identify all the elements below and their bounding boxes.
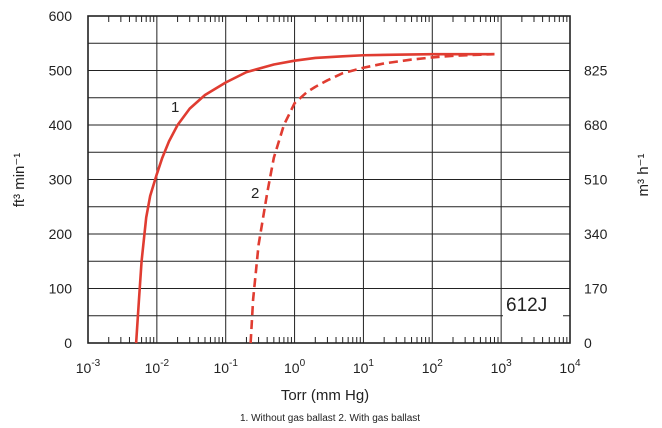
y-tick-label-left: 400 <box>49 117 73 133</box>
x-tick-label: 101 <box>353 358 375 376</box>
y-tick-label-right: 340 <box>584 226 608 242</box>
model-label-box <box>503 289 563 319</box>
curve-label-2: 2 <box>251 185 259 202</box>
x-tick-label: 103 <box>491 358 513 376</box>
y-tick-label-left: 200 <box>49 226 73 242</box>
x-tick-label: 10-1 <box>213 358 238 376</box>
x-axis-title: Torr (mm Hg) <box>281 387 369 404</box>
curve-label-1: 1 <box>171 99 179 116</box>
y-tick-label-right: 825 <box>584 63 608 79</box>
y-tick-label-right: 170 <box>584 281 608 297</box>
grid <box>88 16 570 343</box>
series-line-1 <box>134 52 495 344</box>
y-tick-label-left: 100 <box>49 281 73 297</box>
x-tick-label: 102 <box>422 358 444 376</box>
y-tick-label-right: 680 <box>584 117 608 133</box>
model-label: 612J <box>506 295 547 316</box>
legend-caption: 1. Without gas ballast 2. With gas balla… <box>240 413 420 424</box>
tick-labels: 0 100 200 300 400 500 600 0 170 340 510 680 825 10-3 1… <box>49 8 608 376</box>
y-tick-label-right: 510 <box>584 172 608 188</box>
y-tick-label-left: 0 <box>64 335 72 351</box>
y-axis-right-title: m³ h⁻¹ <box>635 154 652 197</box>
y-tick-label-left: 300 <box>49 172 73 188</box>
minor-ticks <box>108 16 568 343</box>
series-line-2 <box>249 52 495 344</box>
y-axis-left-title: ft³ min⁻¹ <box>11 153 28 208</box>
x-tick-label: 100 <box>284 358 306 376</box>
x-tick-label: 10-3 <box>76 358 101 376</box>
y-tick-label-left: 600 <box>49 8 73 24</box>
x-tick-label: 104 <box>559 358 581 376</box>
y-tick-label-left: 500 <box>49 63 73 79</box>
y-tick-label-right: 0 <box>584 335 592 351</box>
series-layer <box>134 52 495 344</box>
x-tick-label: 10-2 <box>145 358 170 376</box>
plot-frame <box>87 15 571 344</box>
